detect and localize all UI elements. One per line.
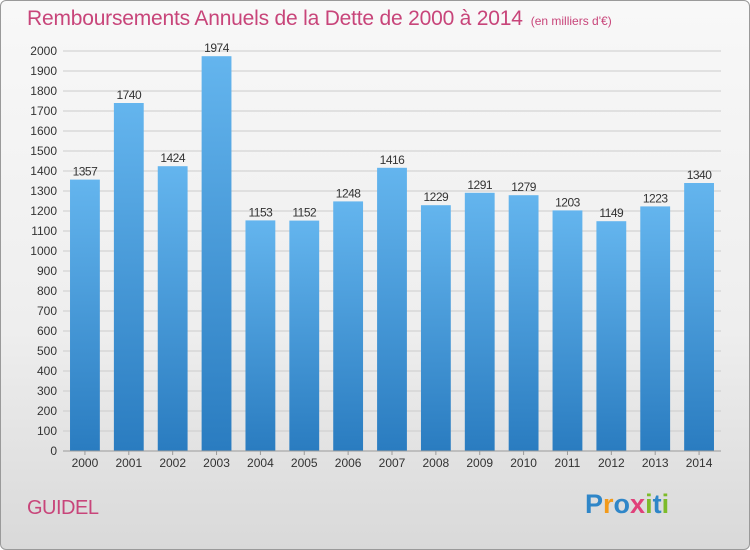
y-tick-label: 900 <box>37 264 57 278</box>
title-row: Remboursements Annuels de la Dette de 20… <box>27 7 612 31</box>
proxiti-logo[interactable]: Proxiti <box>585 489 670 519</box>
city-name: GUIDEL <box>27 497 99 519</box>
y-tick-label: 1600 <box>30 124 57 138</box>
y-tick-label: 1300 <box>30 184 57 198</box>
bar-2003[interactable] <box>201 56 232 451</box>
bar-value-label: 1279 <box>511 180 537 194</box>
bar-value-label: 1291 <box>467 178 493 192</box>
bar-2012[interactable] <box>596 221 627 451</box>
bar-2006[interactable] <box>333 201 364 451</box>
bar-2004[interactable] <box>245 220 276 451</box>
x-tick-label: 2006 <box>335 456 362 470</box>
bar-value-label: 1223 <box>643 191 669 205</box>
x-tick-label: 2004 <box>247 456 274 470</box>
bar-2009[interactable] <box>464 192 495 452</box>
bar-value-label: 1149 <box>599 206 624 220</box>
bar-value-label: 1340 <box>687 168 713 182</box>
y-tick-label: 2000 <box>30 44 57 58</box>
y-tick-label: 700 <box>37 304 57 318</box>
axis-layer: 0 100 200 300 400 500 600 700 800 900 1000 1100 1200… <box>30 44 721 470</box>
chart-subtitle: (en milliers d'€) <box>530 14 612 28</box>
y-tick-label: 300 <box>37 384 57 398</box>
x-tick-label: 2013 <box>642 456 669 470</box>
x-tick-label: 2000 <box>72 456 99 470</box>
bar-2005[interactable] <box>289 220 320 451</box>
bar-value-label: 1153 <box>248 205 273 219</box>
bar-2000[interactable] <box>70 179 100 451</box>
y-tick-label: 200 <box>37 404 57 418</box>
x-tick-label: 2014 <box>686 456 713 470</box>
y-tick-label: 400 <box>37 364 57 378</box>
bar-value-label: 1416 <box>380 153 406 167</box>
bar-2008[interactable] <box>420 205 451 451</box>
x-tick-label: 2001 <box>115 456 142 470</box>
y-tick-label: 1100 <box>31 224 57 238</box>
chart-title: Remboursements Annuels de la Dette de 20… <box>27 7 523 30</box>
bar-value-label: 1229 <box>424 190 450 204</box>
y-tick-label: 600 <box>37 324 57 338</box>
bar-2002[interactable] <box>157 166 188 451</box>
y-tick-label: 1900 <box>30 64 57 78</box>
y-tick-label: 1000 <box>30 244 57 258</box>
y-tick-label: 0 <box>50 444 57 458</box>
y-tick-label: 500 <box>37 344 57 358</box>
y-tick-label: 800 <box>37 284 57 298</box>
bar-2013[interactable] <box>640 206 671 451</box>
x-tick-label: 2002 <box>159 456 186 470</box>
y-tick-label: 100 <box>37 424 57 438</box>
x-tick-label: 2011 <box>555 456 581 470</box>
y-tick-label: 1800 <box>30 84 57 98</box>
x-tick-label: 2009 <box>466 456 493 470</box>
bar-2014[interactable] <box>684 183 714 451</box>
bar-value-label: 1248 <box>336 186 362 200</box>
y-tick-label: 1400 <box>30 164 57 178</box>
x-tick-label: 2008 <box>423 456 450 470</box>
x-tick-label: 2010 <box>510 456 537 470</box>
y-tick-label: 1700 <box>30 104 57 118</box>
bar-value-label: 1357 <box>73 165 99 179</box>
bar-value-label: 1152 <box>292 206 317 220</box>
bar-value-label: 1740 <box>116 88 142 102</box>
y-tick-label: 1500 <box>30 144 57 158</box>
x-tick-label: 2007 <box>379 456 406 470</box>
bar-2010[interactable] <box>508 195 539 451</box>
bar-2001[interactable] <box>113 103 144 451</box>
bar-value-label: 1974 <box>204 41 230 55</box>
bar-2011[interactable] <box>552 210 583 451</box>
bar-layer: 1357 1740 1424 1974 1153 1152 1248 1416 1229 1291… <box>70 41 714 452</box>
bar-2007[interactable] <box>377 167 407 452</box>
x-tick-label: 2005 <box>291 456 318 470</box>
bar-value-label: 1424 <box>160 151 186 165</box>
bar-value-label: 1203 <box>555 195 581 209</box>
x-tick-label: 2012 <box>598 456 625 470</box>
x-tick-label: 2003 <box>203 456 230 470</box>
y-tick-label: 1200 <box>30 204 57 218</box>
